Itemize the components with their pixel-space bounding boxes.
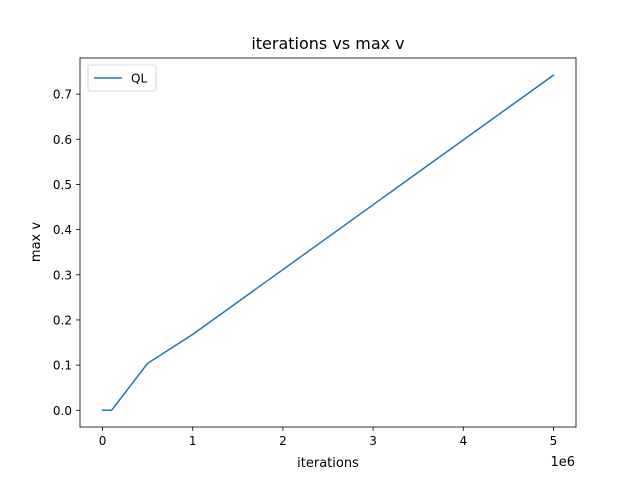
x-tick-label: 0 [99, 434, 107, 448]
x-tick-label: 3 [369, 434, 377, 448]
y-tick-label: 0.5 [53, 178, 72, 192]
y-axis-label: max v [29, 222, 44, 262]
y-tick-label: 0.1 [53, 359, 72, 373]
x-axis-offset-text: 1e6 [550, 455, 575, 470]
y-tick-label: 0.3 [53, 268, 72, 282]
axes-frame [79, 57, 577, 428]
y-tick-label: 0.2 [53, 313, 72, 327]
chart-title: iterations vs max v [251, 34, 404, 53]
x-tick-label: 1 [189, 434, 197, 448]
plot-area: 0 1 2 3 4 5 0.0 0.1 0.2 0.3 0.4 0.5 0.6 0.7 [53, 57, 577, 448]
x-tick-label: 2 [279, 434, 287, 448]
x-tick-label: 4 [459, 434, 467, 448]
x-axis-label: iterations [297, 456, 359, 471]
y-tick-label: 0.4 [53, 223, 72, 237]
y-tick-label: 0.0 [53, 404, 72, 418]
x-tick-label: 5 [550, 434, 558, 448]
legend: QL [87, 64, 157, 92]
y-tick-label: 0.6 [53, 133, 72, 147]
legend-label-ql: QL [131, 72, 147, 86]
y-tick-label: 0.7 [53, 88, 72, 102]
series-line-ql [101, 74, 555, 412]
